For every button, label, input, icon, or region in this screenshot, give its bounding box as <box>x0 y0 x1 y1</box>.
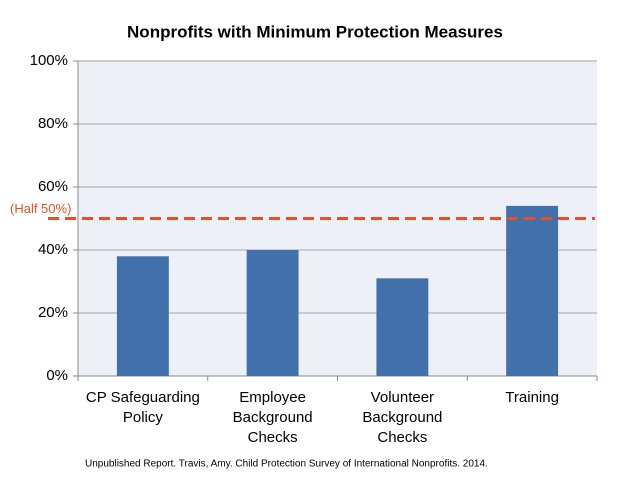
bar <box>246 250 299 376</box>
x-tick-label: Employee Background Checks <box>232 389 313 446</box>
y-tick-label: 100% <box>30 52 68 69</box>
bar <box>376 278 429 376</box>
bar <box>506 205 559 376</box>
x-tick-label: Volunteer Background Checks <box>362 389 443 446</box>
reference-label: (Half 50%) <box>10 201 71 216</box>
y-tick-label: 60% <box>38 178 68 195</box>
x-tick-label: Training <box>505 389 559 406</box>
bar <box>116 256 169 376</box>
y-tick-label: 20% <box>38 304 68 321</box>
x-tick-label: CP Safeguarding Policy <box>85 389 200 426</box>
chart-title: Nonprofits with Minimum Protection Measu… <box>127 22 503 41</box>
y-tick-label: 40% <box>38 241 68 258</box>
source-note: Unpublished Report. Travis, Amy. Child P… <box>85 459 488 470</box>
y-tick-label: 80% <box>38 115 68 132</box>
y-tick-label: 0% <box>46 367 68 384</box>
